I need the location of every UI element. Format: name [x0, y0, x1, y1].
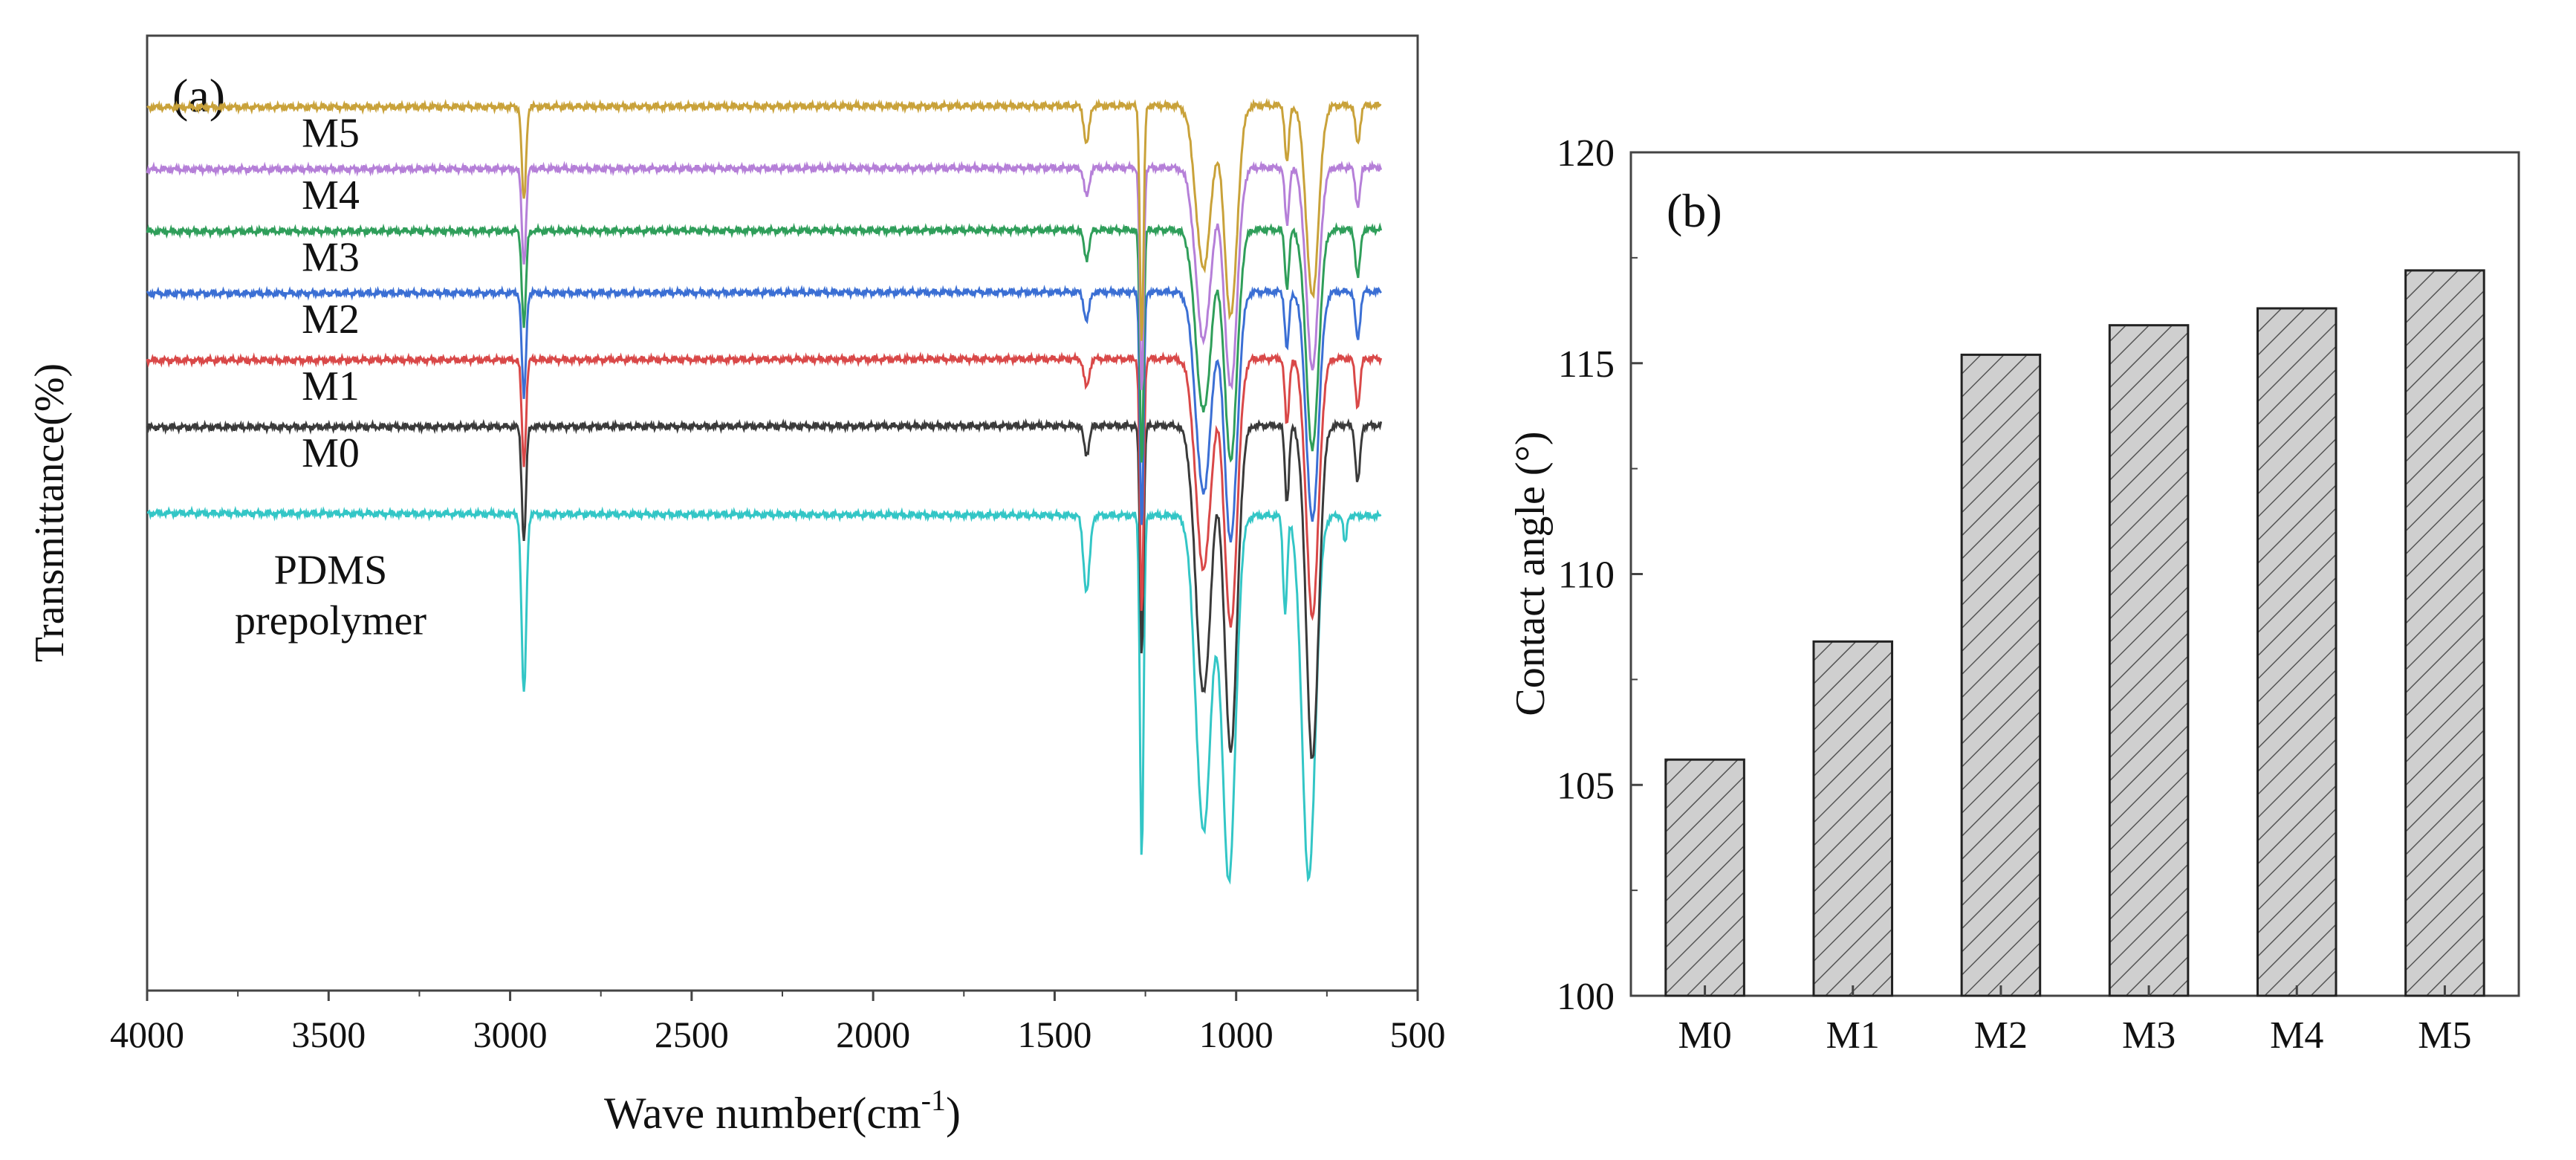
- x-tick-label: 1500: [1017, 1014, 1091, 1055]
- bar: [1960, 353, 2042, 997]
- series-label: PDMS: [274, 548, 388, 594]
- x-tick-label: 3500: [291, 1014, 366, 1055]
- bar: [1812, 640, 1894, 997]
- x-tick-label: 2500: [655, 1014, 729, 1055]
- y-tick-label: 100: [1557, 976, 1615, 1018]
- y-axis-label: Transmittance(%): [27, 363, 73, 662]
- y-axis-ticks: 100 105 110 115 120: [1557, 132, 1643, 1018]
- spectrum-line: [146, 418, 1383, 759]
- x-axis-label-sup: -1: [921, 1083, 946, 1117]
- bar: [1664, 758, 1745, 997]
- y-tick-label: 115: [1558, 343, 1615, 386]
- y-axis-label-b: Contact angle (°): [1508, 431, 1554, 716]
- series-label: M4: [302, 172, 360, 218]
- x-axis-label: Wave number(cm-1): [604, 1083, 961, 1138]
- spectrum-line: [146, 505, 1382, 885]
- plot-frame-b: [1629, 151, 2520, 997]
- x-tick-label: 500: [1390, 1014, 1446, 1055]
- panel-label-b: (b): [1667, 184, 1722, 237]
- x-axis-ticks: M0 M1 M2 M3 M4 M5: [1678, 985, 2472, 1057]
- y-tick-label: 120: [1557, 132, 1615, 175]
- spectra: [146, 97, 1383, 885]
- x-tick-label: M0: [1678, 1014, 1731, 1057]
- x-tick-label: 3000: [473, 1014, 548, 1055]
- spectrum-line: [146, 284, 1382, 542]
- spectrum-line: [146, 351, 1383, 628]
- series-label: prepolymer: [235, 598, 426, 644]
- x-tick-label: 4000: [110, 1014, 184, 1055]
- x-axis-label-suffix: ): [946, 1089, 961, 1138]
- y-tick-label: 110: [1558, 554, 1615, 597]
- spectrum-line: [146, 160, 1383, 391]
- bar: [2256, 307, 2337, 997]
- series-label: M5: [302, 110, 360, 156]
- x-tick-label: M1: [1826, 1014, 1880, 1057]
- x-tick-label: M3: [2122, 1014, 2176, 1057]
- x-tick-label: 1000: [1199, 1014, 1274, 1055]
- series-label: M3: [302, 234, 360, 280]
- ftir-chart: (a) 4000 3500 3000 2500 2000 1500 1000 500 PDMS…: [27, 34, 1446, 1138]
- bar: [2108, 324, 2190, 997]
- x-tick-label: M5: [2418, 1014, 2471, 1057]
- x-axis-label-main: Wave number(cm: [604, 1089, 921, 1138]
- spectrum-line: [146, 221, 1383, 463]
- bar: [2404, 269, 2485, 997]
- y-tick-label: 105: [1557, 765, 1615, 807]
- contact-angle-chart: (b) 100 105 110 115 120 M0 M1 M2 M3 M4 M5 Contact…: [1508, 132, 2520, 1057]
- x-axis-ticks: 4000 3500 3000 2500 2000 1500 1000 500: [110, 991, 1446, 1055]
- x-tick-label: 2000: [836, 1014, 910, 1055]
- bars: [1664, 269, 2485, 997]
- series-label: M0: [302, 430, 360, 476]
- x-tick-label: M2: [1974, 1014, 2028, 1057]
- series-label: M2: [302, 297, 360, 343]
- series-label: M1: [302, 363, 360, 409]
- x-tick-label: M4: [2270, 1014, 2323, 1057]
- spectrum-line: [146, 97, 1382, 341]
- panel-label-a: (a): [172, 69, 225, 122]
